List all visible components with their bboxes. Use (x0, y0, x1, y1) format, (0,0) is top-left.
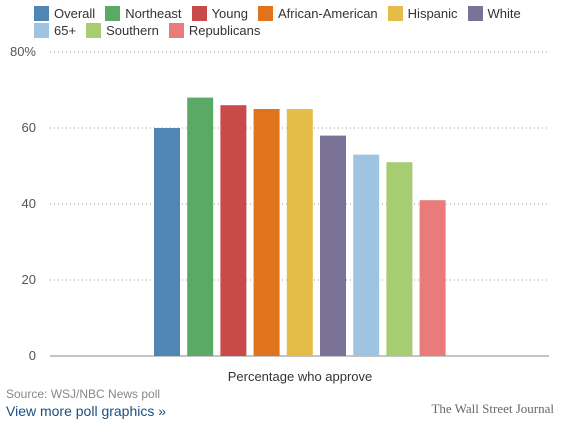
source-note: Source: WSJ/NBC News poll (6, 387, 161, 401)
y-tick-label-0: 0 (29, 348, 36, 363)
chart-legend: Overall Northeast Young African-American His… (34, 5, 559, 39)
legend-label: Southern (106, 23, 159, 38)
legend-label: Overall (54, 6, 96, 21)
legend-item-overall: Overall (34, 6, 95, 21)
bar-hispanic (286, 109, 313, 356)
y-axis-tick-labels: 0 20 40 60 80% (10, 44, 36, 363)
bar-overall (154, 128, 180, 356)
publisher-brand: The Wall Street Journal (431, 401, 554, 416)
legend-swatch (168, 23, 184, 38)
legend-item-hispanic: Hispanic (387, 6, 458, 21)
legend-item-northeast: Northeast (105, 6, 182, 21)
y-tick-label-20: 20 (22, 272, 36, 287)
bar-southern (386, 162, 413, 356)
bars (154, 97, 446, 356)
y-tick-label-80: 80% (10, 44, 36, 59)
bar-northeast (187, 97, 214, 356)
legend-row: 65+ Southern Republicans (34, 22, 559, 39)
bar-65-plus (353, 154, 380, 356)
legend-row: Overall Northeast Young African-American His… (34, 5, 559, 22)
legend-item-southern: Southern (86, 23, 159, 38)
y-tick-label-40: 40 (22, 196, 36, 211)
legend-label: 65+ (54, 23, 77, 38)
y-tick-label-60: 60 (22, 120, 36, 135)
legend-item-republicans: Republicans (168, 23, 261, 38)
bar-young (220, 105, 247, 356)
legend-item-young: Young (191, 6, 248, 21)
legend-item-white: White (467, 6, 521, 21)
legend-swatch (105, 6, 121, 21)
x-axis-label: Percentage who approve (228, 369, 373, 384)
legend-label: African-American (277, 6, 378, 21)
bar-republicans (419, 200, 446, 356)
legend-item-african-american: African-American (257, 6, 378, 21)
legend-swatch (191, 6, 207, 21)
legend-label: White (487, 6, 521, 21)
legend-swatch (257, 6, 273, 21)
legend-swatch (34, 6, 49, 21)
legend-swatch (34, 23, 49, 38)
legend-item-65-plus: 65+ (34, 23, 76, 38)
legend-swatch (467, 6, 483, 21)
legend-label: Northeast (125, 6, 182, 21)
bar-white (320, 135, 346, 356)
bar-african-american (253, 109, 280, 356)
legend-swatch (86, 23, 102, 38)
legend-label: Republicans (188, 23, 261, 38)
view-more-poll-graphics-link[interactable]: View more poll graphics » (6, 403, 167, 419)
legend-label: Hispanic (407, 6, 458, 21)
legend-label: Young (211, 6, 248, 21)
legend-swatch (387, 6, 403, 21)
